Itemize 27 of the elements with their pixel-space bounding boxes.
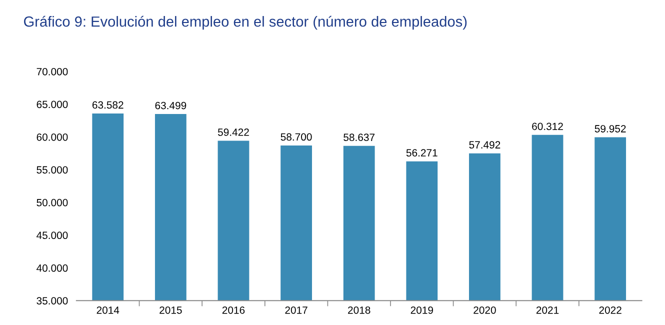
x-tick-label: 2022 bbox=[599, 306, 622, 314]
data-label: 59.952 bbox=[594, 125, 626, 132]
data-label: 59.422 bbox=[218, 128, 249, 136]
x-tick-label: 2014 bbox=[96, 306, 120, 314]
x-tick-label: 2015 bbox=[160, 306, 182, 314]
data-label: 63.582 bbox=[92, 101, 124, 109]
y-tick-label: 45.000 bbox=[36, 232, 68, 240]
data-label: 57.492 bbox=[469, 141, 500, 149]
data-label: 58.637 bbox=[344, 134, 375, 142]
x-tick-label: 2018 bbox=[348, 306, 370, 314]
y-tick-label: 70.000 bbox=[36, 68, 68, 76]
y-tick-label: 40.000 bbox=[36, 264, 68, 272]
x-tick-label: 2017 bbox=[285, 306, 308, 314]
data-label: 60.312 bbox=[532, 122, 563, 130]
y-tick-label: 35.000 bbox=[36, 297, 68, 304]
data-label: 56.271 bbox=[406, 149, 438, 157]
x-tick-label: 2021 bbox=[536, 306, 559, 314]
y-tick-label: 55.000 bbox=[36, 166, 68, 174]
x-tick-label: 2016 bbox=[222, 306, 245, 314]
chart-title: Gráfico 9: Evolución del empleo en el sector (número de empleados) bbox=[24, 16, 467, 30]
data-label: 58.700 bbox=[280, 133, 312, 141]
y-tick-label: 65.000 bbox=[36, 100, 68, 108]
x-tick-label: 2020 bbox=[474, 306, 496, 314]
x-tick-label: 2019 bbox=[410, 306, 433, 314]
y-tick-label: 50.000 bbox=[36, 198, 68, 206]
y-tick-label: 60.000 bbox=[36, 133, 68, 141]
data-label: 63.499 bbox=[155, 102, 186, 110]
